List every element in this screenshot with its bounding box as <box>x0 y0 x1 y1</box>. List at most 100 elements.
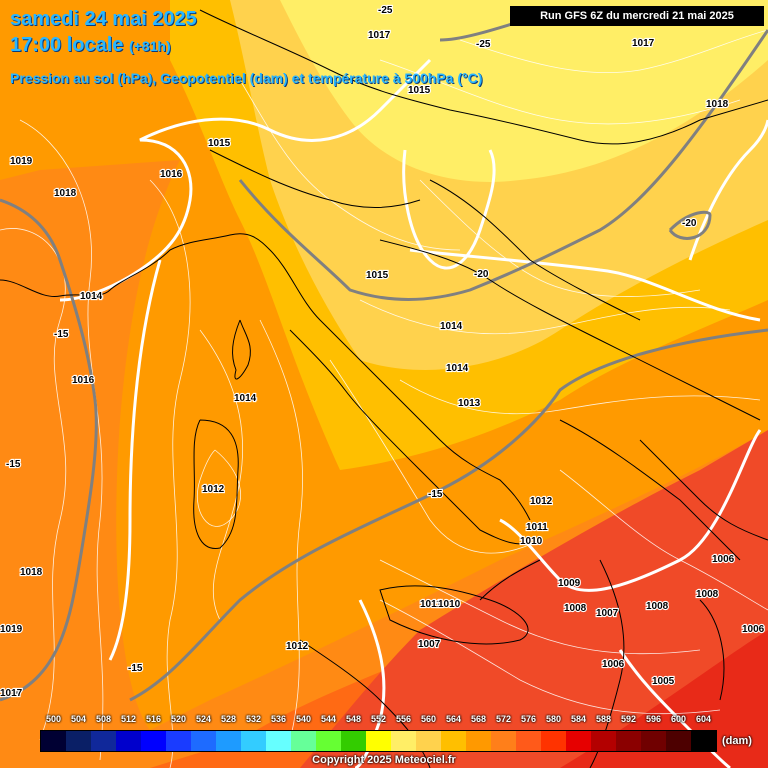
temperature-label: -15 <box>128 663 143 674</box>
legend-swatch <box>341 731 366 751</box>
legend-tick-label: 520 <box>170 714 187 724</box>
legend-swatch <box>616 731 641 751</box>
temperature-label: -25 <box>476 39 491 50</box>
legend-swatch <box>591 731 616 751</box>
legend-swatch <box>466 731 491 751</box>
pressure-label: 1019 <box>0 624 23 635</box>
pressure-label: 1015 <box>408 85 431 96</box>
pressure-label: 1012 <box>202 484 225 495</box>
pressure-label: 1008 <box>646 601 669 612</box>
legend-swatch <box>266 731 291 751</box>
pressure-label: 1018 <box>54 188 77 199</box>
legend-swatch <box>116 731 141 751</box>
pressure-label: 1018 <box>20 567 43 578</box>
forecast-time-text: 17:00 locale <box>10 34 124 56</box>
band-552 <box>280 0 768 182</box>
temperature-label: -20 <box>682 218 697 229</box>
color-legend: 500 504 508 512 516 520 524 528 532 536 540 544 548 5… <box>0 710 768 768</box>
pressure-label: 1014 <box>80 291 103 302</box>
forecast-lead-time: (+81h) <box>128 38 171 54</box>
temperature-label: -15 <box>428 489 443 500</box>
legend-tick-label: 548 <box>345 714 362 724</box>
coastlines <box>0 9 768 768</box>
pressure-label: 1009 <box>558 578 581 589</box>
pressure-label: 1007 <box>418 639 441 650</box>
legend-swatch <box>516 731 541 751</box>
legend-tick-label: 588 <box>595 714 612 724</box>
legend-tick-label: 516 <box>145 714 162 724</box>
legend-swatch <box>166 731 191 751</box>
legend-swatch <box>491 731 516 751</box>
legend-tick-label: 568 <box>470 714 487 724</box>
legend-swatch <box>366 731 391 751</box>
model-run-info: Run GFS 6Z du mercredi 21 mai 2025 <box>510 6 764 26</box>
pressure-label: 1010 <box>520 536 543 547</box>
pressure-label: 1013 <box>458 398 481 409</box>
pressure-label: 1006 <box>602 659 625 670</box>
legend-swatch <box>41 731 66 751</box>
pressure-label: 1007 <box>596 608 619 619</box>
pressure-label: 1006 <box>742 624 765 635</box>
legend-tick-label: 564 <box>445 714 462 724</box>
pressure-label: 1017 <box>0 688 23 699</box>
legend-swatch <box>316 731 341 751</box>
pressure-label: 1011 <box>420 599 442 610</box>
legend-tick-label: 572 <box>495 714 512 724</box>
pressure-label: 1017 <box>632 38 655 49</box>
legend-swatch <box>291 731 316 751</box>
pressure-label: 1014 <box>446 363 469 374</box>
legend-tick-label: 524 <box>195 714 212 724</box>
legend-swatch <box>66 731 91 751</box>
pressure-label: 1018 <box>706 99 729 110</box>
legend-color-bar <box>40 730 717 752</box>
legend-swatch <box>691 731 716 751</box>
temperature-labels: -25 -25 -20 -20 -15 -15 -15 -15 <box>5 4 698 675</box>
temperature-label: -20 <box>474 269 489 280</box>
legend-unit: (dam) <box>722 735 752 747</box>
legend-tick-label: 600 <box>670 714 687 724</box>
legend-tick-label: 508 <box>95 714 112 724</box>
legend-swatch <box>216 731 241 751</box>
legend-tick-label: 604 <box>695 714 712 724</box>
legend-ticks: 500 504 508 512 516 520 524 528 532 536 540 544 548 5… <box>40 714 715 728</box>
pressure-label: 1019 <box>10 156 33 167</box>
legend-tick-label: 556 <box>395 714 412 724</box>
geopotential-bold <box>59 58 768 768</box>
band-576 <box>300 430 768 768</box>
legend-swatch <box>666 731 691 751</box>
pressure-label: 1005 <box>652 676 675 687</box>
legend-tick-label: 540 <box>295 714 312 724</box>
forecast-time: 17:00 locale (+81h) <box>10 34 171 57</box>
legend-swatch <box>91 731 116 751</box>
legend-tick-label: 536 <box>270 714 287 724</box>
legend-tick-label: 560 <box>420 714 437 724</box>
legend-swatch <box>241 731 266 751</box>
map-subtitle: Pression au sol (hPa), Geopotentiel (dam… <box>10 70 483 86</box>
legend-tick-label: 528 <box>220 714 237 724</box>
pressure-label: 1011 <box>526 522 548 533</box>
legend-swatch <box>416 731 441 751</box>
pressure-label: 1015 <box>366 270 389 281</box>
legend-tick-label: 584 <box>570 714 587 724</box>
isobars-thin <box>0 29 768 768</box>
legend-swatch <box>141 731 166 751</box>
legend-swatch <box>541 731 566 751</box>
pressure-label: 1014 <box>234 393 257 404</box>
legend-swatch <box>566 731 591 751</box>
temperature-label: -15 <box>54 329 69 340</box>
legend-swatch <box>191 731 216 751</box>
legend-tick-label: 500 <box>45 714 62 724</box>
copyright: Copyright 2025 Meteociel.fr <box>312 754 456 766</box>
pressure-label: 1012 <box>530 496 553 507</box>
legend-tick-label: 576 <box>520 714 537 724</box>
temperature-label: -15 <box>6 459 21 470</box>
legend-swatch <box>441 731 466 751</box>
forecast-date: samedi 24 mai 2025 <box>10 8 197 30</box>
legend-tick-label: 532 <box>245 714 262 724</box>
pressure-labels: 1017 1017 1015 1015 1018 1019 1018 1016 … <box>0 29 766 700</box>
pressure-label: 1010 <box>438 599 461 610</box>
pressure-label: 1015 <box>208 138 231 149</box>
legend-tick-label: 552 <box>370 714 387 724</box>
pressure-label: 1014 <box>440 321 463 332</box>
